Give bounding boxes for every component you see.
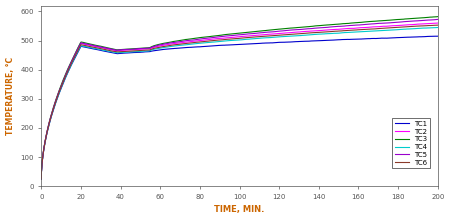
Line: TC5: TC5	[41, 19, 438, 179]
TC6	[423, 24, 428, 27]
TC2	[435, 22, 441, 24]
TC3	[39, 178, 44, 180]
TC1	[403, 36, 409, 38]
TC6	[327, 30, 332, 33]
TC5	[205, 37, 211, 39]
TC3	[227, 33, 232, 35]
TC5	[403, 20, 409, 23]
TC5	[423, 19, 428, 22]
TC4	[205, 41, 211, 44]
TC5	[208, 37, 214, 39]
Legend: TC1, TC2, TC3, TC4, TC5, TC6: TC1, TC2, TC3, TC4, TC5, TC6	[392, 118, 430, 168]
TC4	[208, 41, 214, 44]
Y-axis label: TEMPERATURE, °C: TEMPERATURE, °C	[5, 57, 14, 135]
TC4	[423, 27, 428, 29]
TC3	[205, 35, 211, 38]
TC3	[435, 15, 441, 18]
TC3	[403, 18, 409, 20]
TC4	[227, 39, 232, 42]
TC1	[435, 35, 440, 37]
TC2	[227, 36, 232, 39]
TC2	[205, 38, 211, 41]
TC4	[39, 178, 44, 180]
TC2	[208, 38, 214, 41]
TC1	[327, 39, 332, 42]
TC1	[205, 45, 211, 48]
TC6	[435, 24, 441, 26]
Line: TC3: TC3	[41, 17, 438, 179]
TC6	[435, 24, 441, 26]
TC1	[227, 44, 232, 46]
TC6	[227, 38, 232, 40]
X-axis label: TIME, MIN.: TIME, MIN.	[214, 205, 265, 214]
TC3	[423, 16, 428, 19]
Line: TC6: TC6	[41, 25, 438, 179]
TC2	[435, 22, 441, 24]
TC1	[39, 178, 44, 180]
TC2	[327, 29, 332, 31]
TC5	[39, 178, 44, 180]
TC3	[327, 24, 332, 26]
Line: TC1: TC1	[41, 36, 438, 179]
TC4	[327, 32, 332, 35]
TC1	[435, 35, 441, 37]
TC6	[39, 178, 44, 180]
TC4	[435, 26, 441, 29]
Line: TC4: TC4	[41, 28, 438, 179]
TC2	[423, 22, 428, 25]
Line: TC2: TC2	[41, 23, 438, 179]
TC3	[208, 35, 214, 38]
TC5	[327, 26, 332, 28]
TC2	[39, 178, 44, 180]
TC6	[208, 40, 214, 42]
TC4	[403, 28, 409, 30]
TC1	[208, 45, 214, 47]
TC5	[227, 34, 232, 37]
TC2	[403, 24, 409, 26]
TC5	[435, 18, 441, 21]
TC6	[403, 26, 409, 28]
TC6	[205, 40, 211, 42]
TC1	[423, 35, 428, 38]
